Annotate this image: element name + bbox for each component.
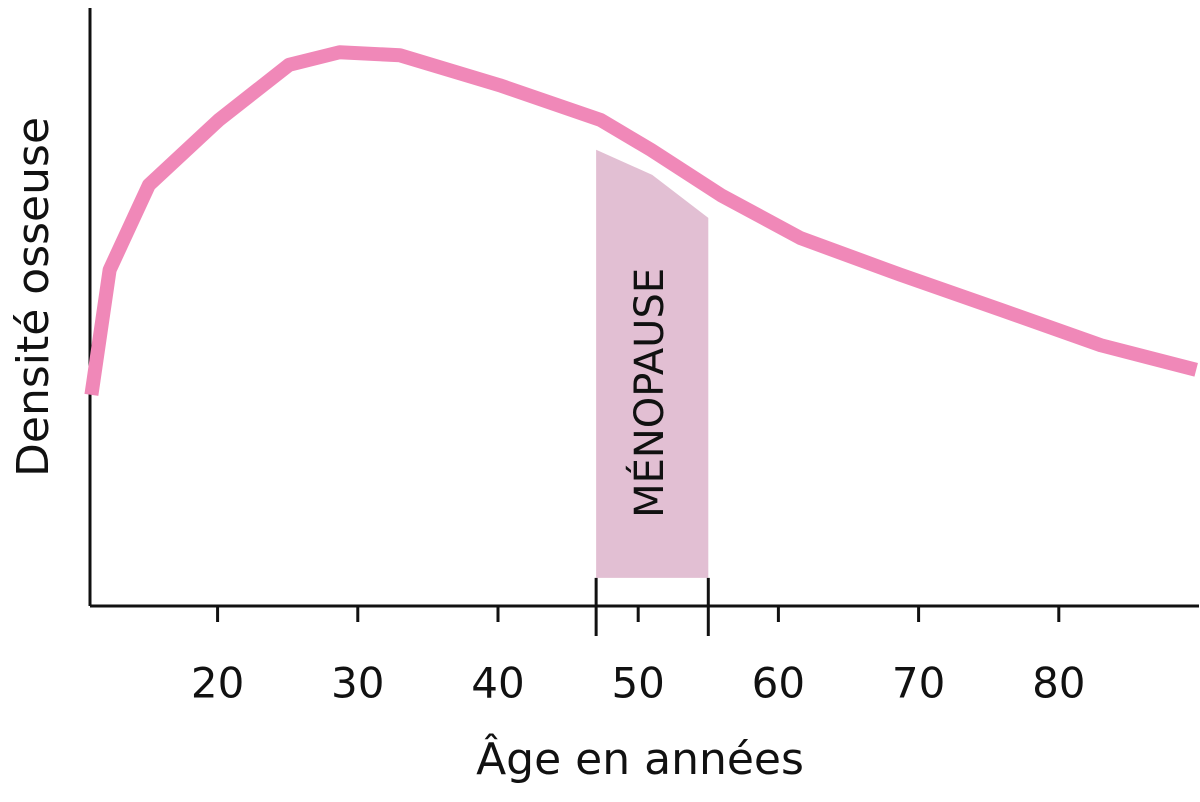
- x-tick-label: 60: [752, 659, 805, 708]
- band-label: MÉNOPAUSE: [625, 268, 673, 518]
- menopause-band: [596, 149, 709, 578]
- x-tick-label: 70: [892, 659, 945, 708]
- density-line: [84, 45, 1198, 396]
- x-tick-label: 40: [471, 659, 524, 708]
- x-tick-label: 80: [1032, 659, 1085, 708]
- x-tick-label: 20: [191, 659, 244, 708]
- y-axis-title: Densité osseuse: [8, 117, 59, 477]
- x-tick-label: 30: [331, 659, 384, 708]
- x-tick-label: 50: [611, 659, 664, 708]
- x-axis-title: Âge en années: [476, 732, 804, 785]
